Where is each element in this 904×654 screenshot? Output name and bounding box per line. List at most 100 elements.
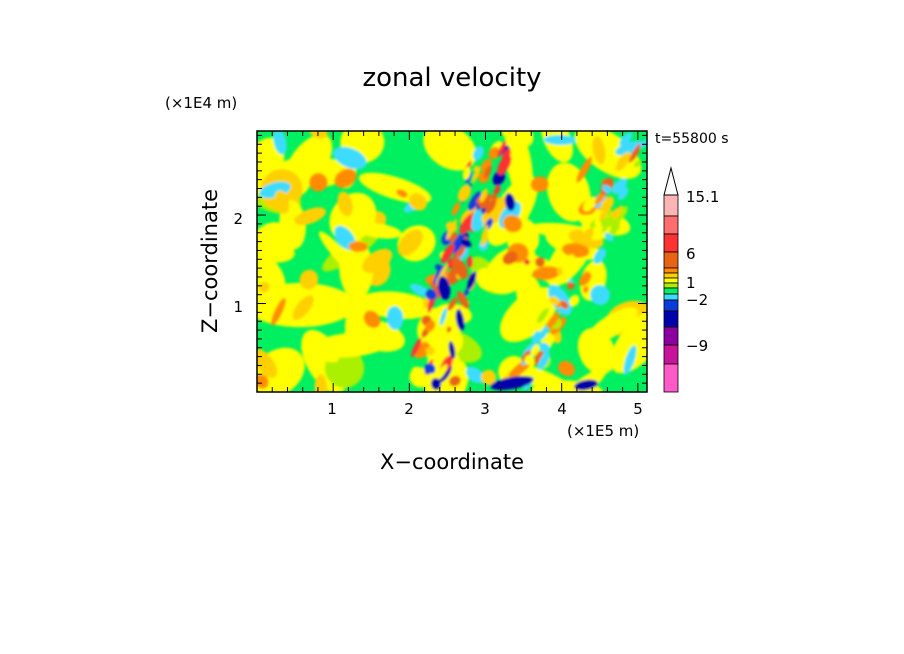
contour-region bbox=[319, 231, 364, 282]
contour-region bbox=[485, 198, 497, 214]
colorbar-segment bbox=[663, 299, 679, 312]
contour-region bbox=[561, 254, 575, 274]
contour-region bbox=[615, 152, 631, 171]
contour-region bbox=[502, 214, 523, 233]
contour-region bbox=[437, 276, 451, 300]
contour-region bbox=[599, 209, 608, 222]
x-tick-label: 3 bbox=[480, 400, 490, 418]
colorbar bbox=[663, 166, 679, 393]
contour-region bbox=[337, 191, 353, 217]
contour-region bbox=[569, 294, 580, 307]
contour-region bbox=[582, 286, 589, 293]
contour-region bbox=[471, 166, 481, 183]
contour-region bbox=[314, 374, 328, 392]
contour-region bbox=[536, 308, 549, 324]
contour-region bbox=[310, 332, 390, 358]
colorbar-segment bbox=[663, 293, 679, 301]
y-axis-label: Z−coordinate bbox=[198, 189, 222, 333]
contour-region bbox=[537, 351, 550, 371]
contour-region bbox=[538, 342, 550, 353]
contour-region bbox=[465, 366, 485, 384]
contour-region bbox=[617, 206, 628, 222]
contour-region bbox=[504, 193, 516, 211]
contour-region bbox=[602, 184, 613, 194]
contour-region bbox=[446, 219, 458, 240]
y-tick-label: 2 bbox=[233, 210, 243, 228]
contour-region bbox=[600, 196, 614, 213]
colorbar-label: 6 bbox=[686, 245, 696, 263]
contour-region bbox=[593, 248, 606, 265]
contour-region bbox=[623, 345, 637, 375]
contour-region bbox=[531, 326, 549, 344]
contour-region bbox=[479, 188, 488, 203]
contour-region bbox=[537, 323, 544, 332]
colorbar-segment bbox=[663, 272, 679, 279]
contour-region bbox=[425, 346, 435, 356]
contour-region bbox=[299, 269, 319, 290]
contour-region bbox=[362, 248, 393, 273]
contour-region bbox=[468, 191, 482, 211]
contour-region bbox=[423, 131, 477, 171]
contour-region bbox=[439, 364, 452, 383]
plot-area bbox=[257, 131, 647, 392]
contour-region bbox=[452, 257, 468, 279]
contour-region bbox=[549, 296, 560, 306]
contour-region bbox=[534, 350, 544, 365]
contour-region bbox=[576, 156, 593, 183]
contour-region bbox=[582, 196, 597, 212]
contour-region bbox=[543, 134, 577, 146]
contour-region bbox=[408, 193, 427, 211]
plot-frame bbox=[256, 130, 648, 393]
contour-region bbox=[566, 282, 575, 290]
contour-region bbox=[430, 378, 442, 390]
contour-region bbox=[615, 140, 645, 156]
contour-region bbox=[610, 308, 647, 374]
colorbar-label: 1 bbox=[686, 274, 696, 292]
contour-region bbox=[455, 309, 465, 331]
contour-region bbox=[558, 360, 575, 377]
time-label: t=55800 s bbox=[655, 131, 729, 147]
contour-region bbox=[411, 366, 421, 376]
x-axis-label: X−coordinate bbox=[380, 450, 524, 474]
contour-region bbox=[449, 375, 461, 387]
contour-region bbox=[525, 361, 535, 377]
contour-region bbox=[600, 216, 612, 229]
contour-region bbox=[586, 307, 638, 344]
contour-region bbox=[309, 131, 328, 139]
colorbar-overflow-arrow bbox=[663, 166, 679, 196]
contour-region bbox=[633, 160, 642, 168]
contour-region bbox=[439, 308, 448, 326]
contour-region bbox=[456, 291, 470, 309]
contour-region bbox=[356, 222, 402, 239]
contour-region bbox=[274, 190, 290, 214]
colorbar-segment bbox=[663, 251, 679, 269]
contour-region bbox=[386, 306, 404, 330]
contour-region bbox=[497, 140, 507, 158]
contour-region bbox=[358, 291, 433, 320]
contour-region bbox=[561, 243, 590, 258]
contour-region bbox=[497, 154, 512, 176]
colorbar-segment bbox=[663, 215, 679, 235]
contour-region bbox=[619, 132, 633, 146]
contour-region bbox=[333, 146, 367, 170]
contour-region bbox=[471, 218, 484, 232]
contour-region bbox=[546, 312, 560, 330]
contour-region bbox=[424, 363, 436, 375]
contour-region bbox=[484, 165, 492, 178]
velocity-field bbox=[257, 131, 647, 392]
contour-region bbox=[578, 271, 592, 287]
contour-region bbox=[467, 256, 473, 268]
contour-region bbox=[292, 295, 314, 320]
contour-region bbox=[590, 284, 610, 306]
contour-region bbox=[642, 131, 647, 147]
contour-region bbox=[481, 224, 489, 242]
contour-region bbox=[504, 131, 533, 202]
colorbar-segment bbox=[663, 326, 679, 346]
colorbar-label: −9 bbox=[686, 337, 708, 355]
y-unit-label: (×1E4 m) bbox=[165, 94, 237, 112]
contour-region bbox=[410, 283, 430, 297]
x-tick-label: 2 bbox=[404, 400, 414, 418]
contour-region bbox=[488, 146, 500, 160]
contour-region bbox=[448, 341, 456, 359]
colorbar-segment bbox=[663, 267, 679, 274]
